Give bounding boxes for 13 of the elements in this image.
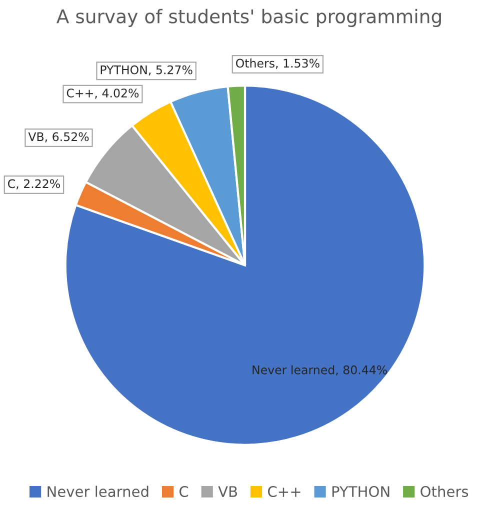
legend-label: Never learned [48, 486, 148, 498]
data-label: C, 2.22% [8, 179, 60, 190]
data-label: C++, 4.02% [66, 88, 139, 99]
data-label: Others, 1.53% [236, 58, 320, 69]
legend-label: VB [218, 486, 237, 497]
legend-label: PYTHON [332, 486, 390, 498]
data-label: VB, 6.52% [28, 132, 89, 142]
chart-title: A survay of students' basic programming [56, 8, 441, 28]
legend-label: Others [420, 486, 468, 498]
data-label: Never learned, 80.44% [252, 365, 387, 376]
legend-label: C [180, 486, 188, 498]
legend-label: C++ [268, 486, 300, 498]
data-label: PYTHON, 5.27% [100, 65, 192, 76]
